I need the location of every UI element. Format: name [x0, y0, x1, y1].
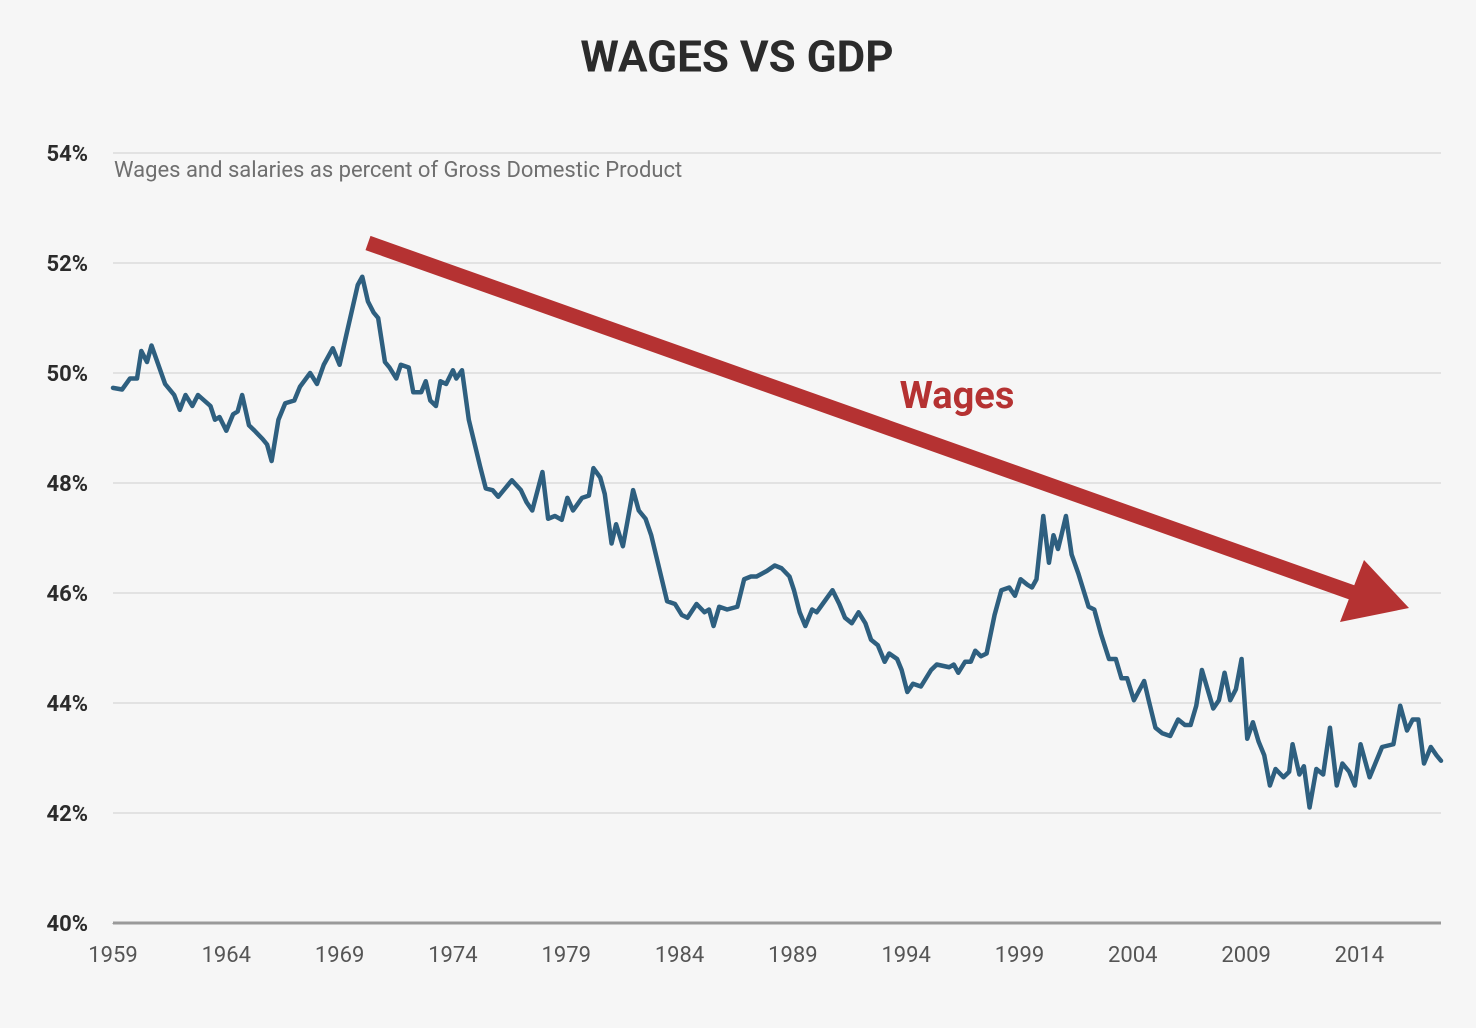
y-tick-label: 46% [46, 582, 88, 607]
x-tick-label: 1994 [881, 943, 930, 968]
y-tick-label: 52% [46, 252, 88, 277]
y-tick-label: 50% [46, 362, 88, 387]
y-tick-label: 48% [46, 472, 88, 497]
arrow-shaft [365, 235, 1365, 604]
data-line [110, 274, 1444, 810]
x-tick-label: 1964 [202, 943, 251, 968]
arrow-head [1340, 560, 1409, 622]
x-tick-label: 2009 [1221, 943, 1270, 968]
x-tick-label: 1969 [315, 943, 364, 968]
x-tick-label: 1989 [768, 943, 817, 968]
x-tick-label: 1999 [995, 943, 1044, 968]
chart-subtitle: Wages and salaries as percent of Gross D… [114, 158, 682, 183]
trend-arrow [365, 235, 1409, 622]
x-tick-label: 1974 [428, 943, 477, 968]
plot [110, 274, 1444, 810]
x-tick-label: 1984 [655, 943, 704, 968]
annotation: Wages [900, 374, 1015, 418]
ticks: 40% 42% 44% 46% 48% 50% 52% 54% 1959 1964 1969 1974… [46, 142, 1384, 968]
grid [113, 152, 1441, 925]
y-tick-label: 42% [46, 802, 88, 827]
y-tick-label: 40% [46, 912, 88, 937]
y-tick-label: 44% [46, 692, 88, 717]
chart-title: WAGES VS GDP [580, 31, 893, 83]
x-tick-label: 1979 [542, 943, 591, 968]
y-tick-label: 54% [46, 142, 88, 167]
x-tick-label: 1959 [88, 943, 137, 968]
x-tick-label: 2014 [1335, 943, 1384, 968]
x-tick-label: 2004 [1108, 943, 1157, 968]
